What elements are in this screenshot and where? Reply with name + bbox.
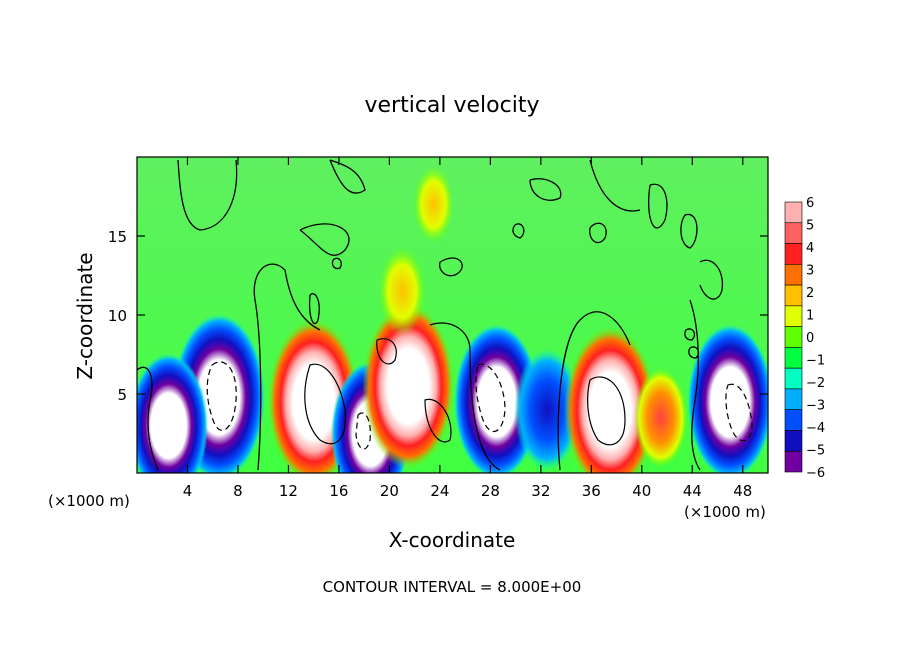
colorbar-label: −2	[806, 376, 825, 391]
colorbar-swatch	[784, 450, 803, 473]
colorbar-swatch	[784, 430, 803, 452]
zero-contours	[137, 159, 724, 471]
colorbar-label: 2	[806, 286, 814, 301]
y-axis-ticks: 5 10 15	[108, 228, 768, 404]
field-cell-10	[378, 246, 426, 336]
y-tick-label: 5	[117, 386, 127, 404]
x-tick-label: 16	[329, 482, 348, 500]
colorbar-label: 3	[806, 264, 814, 279]
x-unit-right: (×1000 m)	[684, 503, 766, 521]
colorbar-swatch	[784, 222, 803, 244]
x-tick-label: 28	[481, 482, 500, 500]
x-tick-label: 36	[582, 482, 601, 500]
field-cell-11	[413, 165, 454, 244]
y-tick-label: 15	[108, 228, 127, 246]
colorbar-label: −6	[806, 466, 825, 481]
y-tick-label: 10	[108, 307, 127, 325]
x-tick-label: 40	[632, 482, 651, 500]
x-tick-label: 24	[430, 482, 449, 500]
x-tick-label: 4	[183, 482, 193, 500]
colorbar-label: 6	[806, 196, 814, 211]
colorbar-label: 1	[806, 309, 814, 324]
colorbar-label: 4	[806, 241, 814, 256]
colorbar-label: 0	[806, 331, 814, 346]
contour-interval-note: CONTOUR INTERVAL = 8.000E+00	[323, 578, 582, 596]
colorbar-label: −1	[806, 354, 825, 369]
colorbar-swatch	[784, 201, 803, 224]
x-tick-label: 8	[233, 482, 243, 500]
colorbar-swatch	[784, 367, 803, 390]
colorbar-swatch	[784, 284, 803, 307]
colorbar-label: −3	[806, 399, 825, 414]
colorbar-label: −4	[806, 421, 825, 436]
colorbar-swatch	[784, 388, 803, 410]
y-axis-label: Z-coordinate	[73, 252, 97, 379]
vertical-velocity-field	[137, 165, 768, 473]
field-cell-9	[687, 324, 768, 473]
colorbar-swatch	[784, 305, 803, 327]
colorbar-label: 5	[806, 219, 814, 234]
colorbar-label: −5	[806, 444, 825, 459]
x-axis-ticks: 4 8 12 16 20 24 28 32 36 40 44 48	[183, 157, 752, 500]
chart-title: vertical velocity	[364, 93, 539, 118]
colorbar-swatch	[784, 326, 803, 348]
field-cell-8	[633, 367, 688, 468]
field-cell-7	[564, 326, 657, 473]
strong-contours	[206, 338, 753, 450]
field-cell-6	[513, 348, 581, 471]
colorbar: 6 5 4 3 2 1 0 −1 −2 −3 −4 −5 −6	[784, 196, 825, 481]
x-tick-label: 48	[733, 482, 752, 500]
x-tick-label: 12	[279, 482, 298, 500]
x-tick-label: 32	[531, 482, 550, 500]
colorbar-swatch	[784, 409, 803, 431]
x-unit-left: (×1000 m)	[48, 492, 130, 510]
field-cell-4	[362, 303, 455, 470]
colorbar-swatch	[784, 264, 803, 286]
x-tick-label: 44	[683, 482, 702, 500]
x-axis-label: X-coordinate	[389, 528, 516, 552]
colorbar-swatch	[784, 347, 803, 369]
field-cell-1	[137, 353, 209, 473]
x-tick-label: 20	[380, 482, 399, 500]
colorbar-swatch	[784, 243, 803, 265]
